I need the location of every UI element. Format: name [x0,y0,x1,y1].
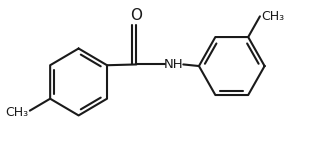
Text: O: O [131,8,142,22]
Text: NH: NH [164,58,184,71]
Text: CH₃: CH₃ [261,10,284,23]
Text: CH₃: CH₃ [5,106,28,119]
